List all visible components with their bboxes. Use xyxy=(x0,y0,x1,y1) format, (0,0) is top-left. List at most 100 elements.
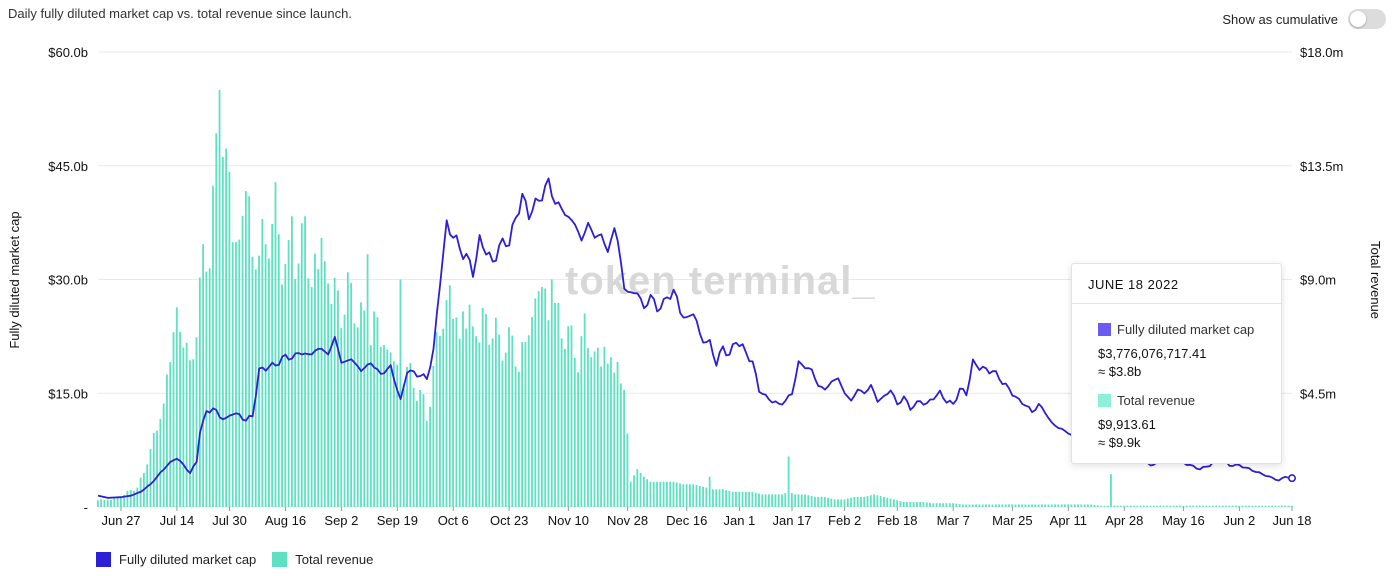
revenue-bar xyxy=(198,277,201,507)
revenue-bar xyxy=(498,334,501,507)
revenue-bar xyxy=(1080,504,1083,507)
revenue-bar xyxy=(1083,504,1086,507)
tooltip-rev-swatch xyxy=(1098,394,1111,407)
revenue-bar xyxy=(1060,504,1063,507)
revenue-bar xyxy=(281,284,283,507)
revenue-bar xyxy=(228,172,231,507)
revenue-bar xyxy=(1146,505,1149,507)
revenue-bar xyxy=(1271,505,1274,507)
legend-item-market-cap[interactable]: Fully diluted market cap xyxy=(96,552,256,567)
legend-item-revenue[interactable]: Total revenue xyxy=(272,552,373,567)
revenue-bar xyxy=(883,496,885,507)
revenue-bar xyxy=(1241,505,1244,507)
revenue-bar xyxy=(501,360,504,507)
revenue-bar xyxy=(1152,505,1155,507)
revenue-bar xyxy=(616,361,619,507)
revenue-bar xyxy=(922,501,925,507)
revenue-bar xyxy=(1008,504,1010,507)
revenue-bar xyxy=(106,499,109,507)
revenue-bar xyxy=(133,490,135,507)
revenue-bar xyxy=(409,363,412,507)
revenue-bar xyxy=(860,496,862,507)
revenue-bar xyxy=(218,89,221,508)
revenue-bar xyxy=(1254,505,1257,507)
revenue-bar xyxy=(1195,505,1198,507)
revenue-bar xyxy=(1261,505,1264,507)
revenue-bar xyxy=(958,504,961,507)
x-tick-label: Oct 6 xyxy=(438,513,469,528)
revenue-bar xyxy=(1017,504,1020,507)
revenue-bar xyxy=(935,503,938,507)
revenue-bar xyxy=(1031,504,1033,507)
revenue-bar xyxy=(945,503,948,507)
revenue-bar xyxy=(1172,505,1175,507)
revenue-bar xyxy=(738,491,741,507)
revenue-bar xyxy=(514,366,517,507)
revenue-bar xyxy=(948,503,951,507)
revenue-bar xyxy=(814,496,816,507)
revenue-bar xyxy=(843,499,846,507)
revenue-bar xyxy=(1067,504,1070,507)
revenue-bar xyxy=(735,491,737,507)
revenue-bar xyxy=(294,279,297,507)
revenue-bar xyxy=(1287,505,1290,507)
revenue-bar xyxy=(1179,505,1181,507)
right-axis-ticks: $4.5m $9.0m $13.5m $18.0m xyxy=(1300,45,1343,401)
revenue-bar xyxy=(833,499,836,507)
revenue-bar xyxy=(1205,505,1208,507)
revenue-bar xyxy=(915,501,918,507)
x-tick-label: Mar 7 xyxy=(937,513,970,528)
revenue-bar xyxy=(962,504,964,507)
revenue-bar xyxy=(603,346,606,507)
revenue-bar xyxy=(353,323,356,507)
revenue-bar xyxy=(1231,505,1234,507)
revenue-bar xyxy=(225,148,228,508)
revenue-bar xyxy=(633,475,635,507)
revenue-bar xyxy=(422,394,425,507)
revenue-bar xyxy=(156,430,158,507)
revenue-bar xyxy=(1267,505,1270,507)
revenue-bar xyxy=(1238,505,1241,507)
revenue-bar xyxy=(1040,504,1043,507)
revenue-bar xyxy=(938,503,941,507)
revenue-bar xyxy=(402,384,405,507)
revenue-bar xyxy=(1110,474,1112,507)
revenue-bar xyxy=(103,500,106,507)
revenue-bar xyxy=(455,317,458,507)
revenue-bar xyxy=(333,277,336,507)
revenue-bar xyxy=(343,314,346,507)
revenue-bar xyxy=(179,332,181,507)
revenue-bar xyxy=(1077,504,1079,507)
revenue-bar xyxy=(238,239,241,508)
revenue-bar xyxy=(475,336,478,507)
revenue-bar xyxy=(886,497,889,507)
revenue-bar xyxy=(521,342,524,507)
revenue-bar xyxy=(794,494,797,507)
revenue-bar xyxy=(1258,505,1260,507)
tooltip-mc-value: $3,776,076,717.41 xyxy=(1098,346,1207,361)
revenue-bar xyxy=(932,503,935,507)
tooltip-rev-approx: ≈ $9.9k xyxy=(1098,435,1141,450)
revenue-bar xyxy=(494,317,497,507)
revenue-bar xyxy=(606,363,609,507)
revenue-bar xyxy=(1001,504,1004,507)
revenue-bar xyxy=(1198,505,1201,507)
revenue-bar xyxy=(432,366,435,507)
revenue-bar xyxy=(896,500,899,507)
revenue-bar xyxy=(369,345,372,507)
revenue-bar xyxy=(564,349,566,507)
x-tick-label: Feb 18 xyxy=(877,513,917,528)
revenue-bar xyxy=(807,495,810,507)
revenue-bar xyxy=(1142,505,1145,507)
revenue-bar xyxy=(524,341,527,507)
cumulative-toggle[interactable] xyxy=(1348,9,1386,29)
revenue-bar xyxy=(1004,504,1007,507)
revenue-bar xyxy=(866,496,869,507)
revenue-bar xyxy=(672,481,675,507)
revenue-bar xyxy=(547,320,550,507)
revenue-bar xyxy=(879,496,882,507)
revenue-bar xyxy=(810,496,813,507)
revenue-bar xyxy=(567,326,570,507)
revenue-bar xyxy=(508,327,510,507)
